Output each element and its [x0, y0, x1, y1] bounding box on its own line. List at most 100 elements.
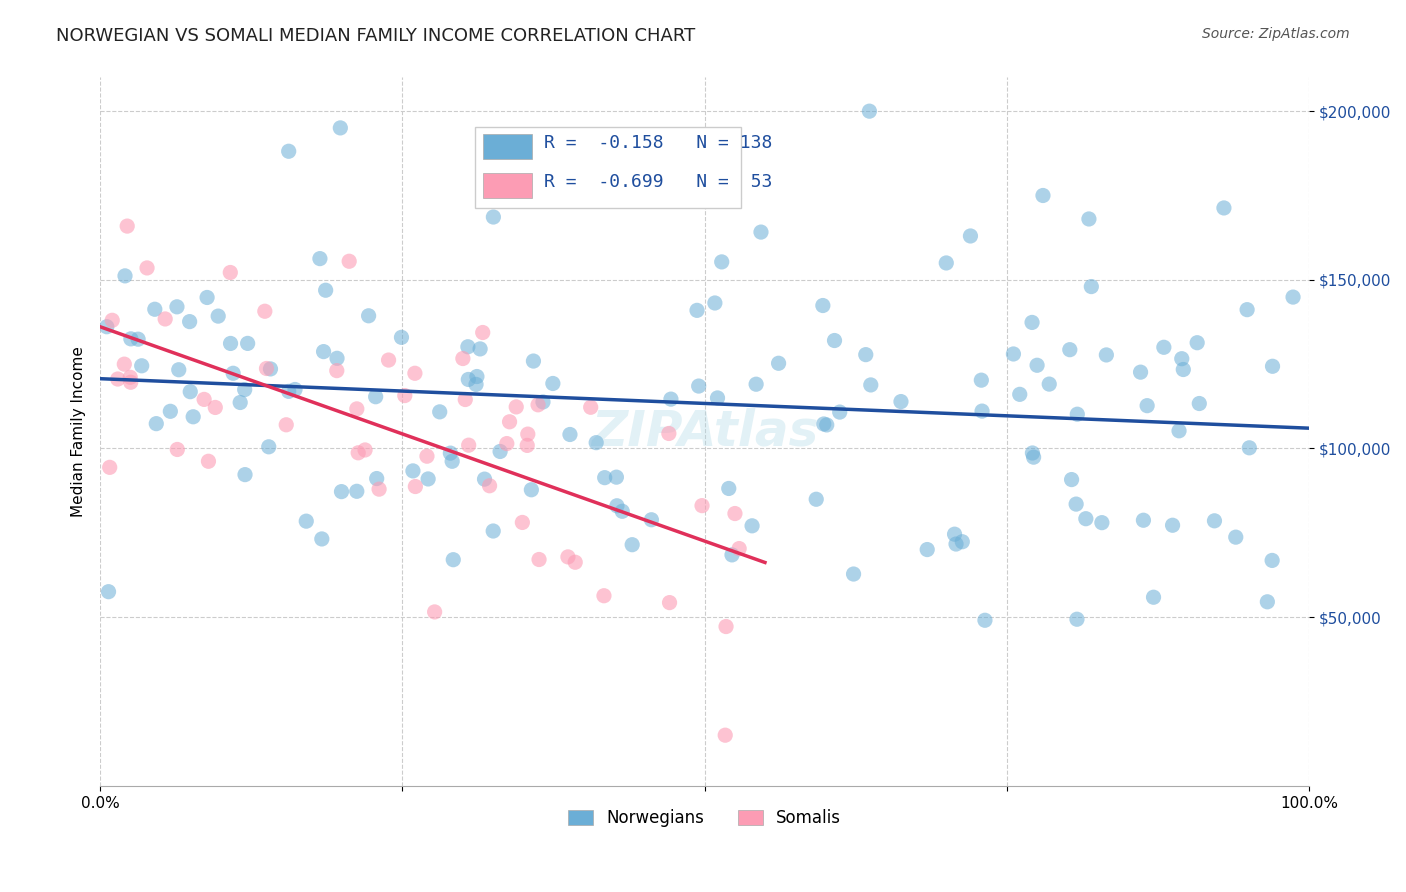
Point [811, 299, 834, 313]
Point [557, 549, 579, 564]
Point [439, 446, 461, 460]
Point [454, 392, 477, 407]
Point [1173, 362, 1195, 376]
Point [813, 417, 835, 431]
Point [531, 395, 554, 409]
Point [120, 370, 142, 384]
Point [606, 499, 628, 513]
Point [1142, 591, 1164, 605]
Point [207, 309, 229, 323]
Point [842, 567, 865, 582]
Point [136, 260, 159, 275]
Point [368, 482, 391, 496]
FancyBboxPatch shape [475, 127, 741, 209]
Point [706, 391, 728, 405]
Point [710, 255, 733, 269]
Point [1256, 595, 1278, 609]
Point [441, 454, 464, 468]
Point [1188, 396, 1211, 410]
Point [256, 361, 278, 376]
Point [97, 584, 120, 599]
Point [1032, 188, 1054, 202]
Point [204, 401, 226, 415]
Point [193, 392, 215, 407]
Point [295, 514, 318, 528]
Point [824, 334, 846, 348]
Point [1038, 377, 1060, 392]
Point [1026, 358, 1049, 372]
Y-axis label: Median Family Income: Median Family Income [72, 346, 86, 517]
Point [474, 472, 496, 486]
Point [974, 613, 997, 627]
Point [745, 377, 768, 392]
Point [612, 504, 634, 518]
Text: R =  -0.158   N = 138: R = -0.158 N = 138 [544, 134, 772, 152]
Point [1064, 497, 1087, 511]
Point [558, 427, 581, 442]
Point [312, 344, 335, 359]
Point [364, 390, 387, 404]
Point [723, 191, 745, 205]
Point [950, 534, 973, 549]
Point [311, 532, 333, 546]
Point [96, 319, 118, 334]
Point [276, 417, 298, 432]
Point [858, 104, 880, 119]
Point [347, 446, 370, 460]
Point [457, 372, 479, 386]
Point [1060, 473, 1083, 487]
Point [330, 484, 353, 499]
Point [1008, 387, 1031, 401]
Point [741, 518, 763, 533]
Point [724, 507, 747, 521]
Point [714, 619, 737, 633]
Point [114, 268, 136, 283]
Point [457, 438, 479, 452]
Point [1282, 290, 1305, 304]
Point [115, 219, 138, 233]
Point [112, 357, 135, 371]
Point [658, 426, 681, 441]
Point [1077, 211, 1099, 226]
Point [259, 362, 281, 376]
Point [131, 359, 153, 373]
Point [768, 356, 790, 370]
Point [1168, 424, 1191, 438]
Point [522, 354, 544, 368]
Point [377, 353, 399, 368]
Point [828, 405, 851, 419]
Point [527, 552, 550, 566]
Point [1261, 553, 1284, 567]
Point [315, 283, 337, 297]
Point [1161, 518, 1184, 533]
Point [197, 454, 219, 468]
Point [326, 351, 349, 366]
Point [167, 363, 190, 377]
FancyBboxPatch shape [484, 173, 531, 198]
Point [181, 409, 204, 424]
Point [1022, 450, 1045, 465]
Point [166, 300, 188, 314]
Point [441, 552, 464, 566]
Point [222, 366, 245, 380]
Point [219, 265, 242, 279]
Point [915, 542, 938, 557]
Point [659, 392, 682, 406]
Point [564, 555, 586, 569]
Point [471, 326, 494, 340]
Point [120, 376, 142, 390]
Point [1002, 347, 1025, 361]
Point [593, 470, 616, 484]
Point [512, 516, 534, 530]
FancyBboxPatch shape [484, 134, 531, 159]
Point [717, 482, 740, 496]
Point [98, 460, 121, 475]
Point [309, 252, 332, 266]
Point [482, 524, 505, 538]
Point [143, 302, 166, 317]
Point [890, 394, 912, 409]
Point [541, 376, 564, 391]
Point [236, 336, 259, 351]
Legend: Norwegians, Somalis: Norwegians, Somalis [561, 803, 848, 834]
Point [1132, 513, 1154, 527]
